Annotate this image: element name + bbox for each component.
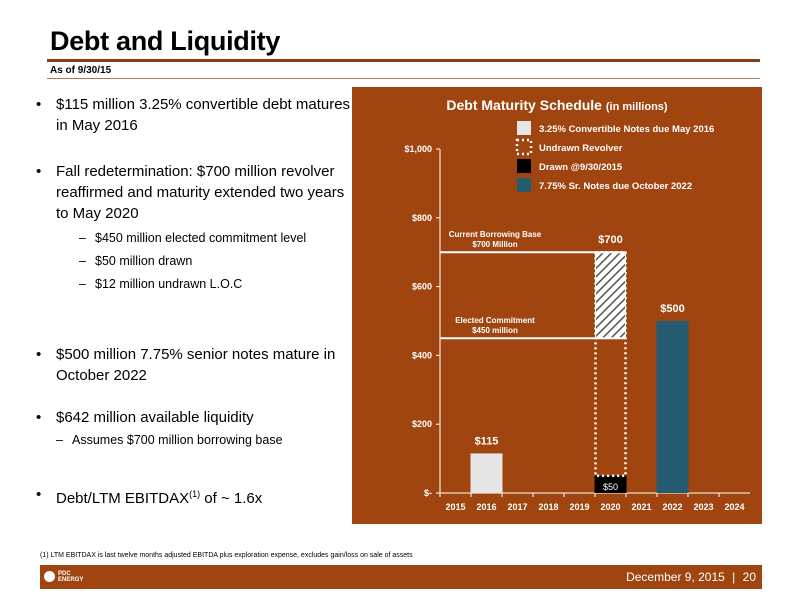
sub-bullet-text: $450 million elected commitment level	[95, 231, 307, 245]
bullet-senior-notes: • $500 million 7.75% senior notes mature…	[36, 344, 356, 386]
y-tick-label: $800	[412, 213, 432, 223]
footnote-ref: (1)	[189, 489, 201, 499]
bullet-convertible: • $115 million 3.25% convertible debt ma…	[36, 94, 356, 136]
footer-separator: |	[732, 570, 736, 584]
x-tick-label: 2022	[662, 502, 682, 512]
sub-bullet-text: $50 million drawn	[95, 254, 193, 268]
footer-page-info: December 9, 2015 | 20	[626, 570, 756, 584]
title-rule	[47, 59, 760, 62]
x-tick-label: 2018	[538, 502, 558, 512]
logo-mark	[44, 571, 55, 582]
bullet-dot: •	[36, 409, 42, 426]
bullet-dot: •	[36, 486, 42, 503]
subtitle-rule	[47, 78, 760, 79]
sub-bullet-commitment: – $450 million elected commitment level	[79, 231, 307, 245]
legend-swatch	[515, 138, 533, 156]
x-tick-label: 2020	[600, 502, 620, 512]
as-of-date: As of 9/30/15	[50, 65, 112, 76]
y-tick-label: $400	[412, 350, 432, 360]
legend-label: 3.25% Convertible Notes due May 2016	[539, 124, 714, 135]
x-tick-label: 2024	[724, 502, 744, 512]
legend-swatch	[517, 159, 531, 173]
bullet-text: $500 million 7.75% senior notes mature i…	[56, 346, 336, 384]
reference-label-line1: Elected Commitment	[455, 316, 535, 325]
sub-bullet-drawn: – $50 million drawn	[79, 254, 193, 268]
x-tick-label: 2016	[476, 502, 496, 512]
footer-bar: PDC ENERGY December 9, 2015 | 20	[40, 565, 762, 589]
legend-label: Drawn @9/30/2015	[539, 162, 623, 173]
legend-label: Undrawn Revolver	[539, 143, 623, 154]
bullet-text: $642 million available liquidity	[56, 409, 254, 426]
bullet-text: $115 million 3.25% convertible debt matu…	[56, 96, 351, 134]
bullet-text: Debt/LTM EBITDAX	[56, 490, 190, 507]
x-tick-label: 2023	[693, 502, 713, 512]
bar-drawn-2020	[594, 475, 627, 493]
page-number: 20	[742, 570, 756, 584]
data-label: $500	[660, 303, 684, 315]
reference-label-line1: Current Borrowing Base	[449, 230, 542, 239]
x-tick-label: 2017	[507, 502, 527, 512]
y-tick-label: $1,000	[404, 144, 432, 154]
chart-title: Debt Maturity Schedule (in millions)	[446, 97, 668, 113]
legend-label: 7.75% Sr. Notes due October 2022	[539, 181, 692, 192]
bar-senior-notes-2022	[656, 321, 689, 493]
bullet-text-tail: of ~ 1.6x	[200, 490, 263, 507]
sub-bullet-undrawn-loc: – $12 million undrawn L.O.C	[79, 277, 243, 291]
reference-label-line2: $700 Million	[472, 240, 517, 249]
legend-swatch	[517, 121, 531, 135]
chart-title-main: Debt Maturity Schedule	[446, 97, 605, 113]
debt-maturity-chart: Debt Maturity Schedule (in millions) $- $2…	[404, 97, 750, 512]
footer-date: December 9, 2015	[626, 570, 725, 584]
data-label: $115	[475, 435, 499, 447]
bullet-text: Fall redetermination: $700 million revol…	[56, 163, 345, 222]
sub-bullet-text: Assumes $700 million borrowing base	[72, 433, 283, 447]
x-tick-label: 2019	[569, 502, 589, 512]
chart-title-suffix: (in millions)	[606, 101, 668, 113]
bullet-leverage-text: Debt/LTM EBITDAX(1) of ~ 1.6x	[56, 484, 356, 509]
data-label: $700	[598, 234, 622, 246]
bullet-dot: •	[36, 346, 42, 363]
bullet-liquidity: • $642 million available liquidity	[36, 407, 356, 428]
sub-bullet-text: $12 million undrawn L.O.C	[95, 277, 243, 291]
bar-hatched-commitment-gap	[595, 251, 626, 339]
bullet-dot: •	[36, 163, 42, 180]
logo-line2: ENERGY	[58, 577, 84, 583]
x-tick-label: 2021	[631, 502, 651, 512]
bar-convertible-2016	[470, 453, 503, 493]
pdc-logo: PDC ENERGY	[42, 568, 83, 586]
bullet-dot: •	[36, 96, 42, 113]
y-tick-label: $-	[424, 488, 432, 498]
page-title: Debt and Liquidity	[50, 26, 281, 56]
sub-bullet-borrowing-base: – Assumes $700 million borrowing base	[56, 433, 283, 447]
x-tick-label: 2015	[445, 502, 465, 512]
footnote: (1) LTM EBITDAX is last twelve months ad…	[40, 552, 413, 559]
chart-panel: Debt Maturity Schedule (in millions) $- $2…	[352, 87, 762, 524]
logo-line1: PDC	[58, 571, 71, 577]
data-label-inside: $50	[603, 482, 618, 492]
bullet-redetermination: • Fall redetermination: $700 million rev…	[36, 161, 356, 224]
reference-label-line2: $450 million	[472, 326, 518, 335]
y-tick-label: $200	[412, 419, 432, 429]
logo-text: PDC ENERGY	[58, 571, 83, 583]
legend-swatch	[517, 178, 531, 192]
bullet-leverage: • Debt/LTM EBITDAX(1) of ~ 1.6x	[36, 484, 356, 509]
y-tick-label: $600	[412, 282, 432, 292]
